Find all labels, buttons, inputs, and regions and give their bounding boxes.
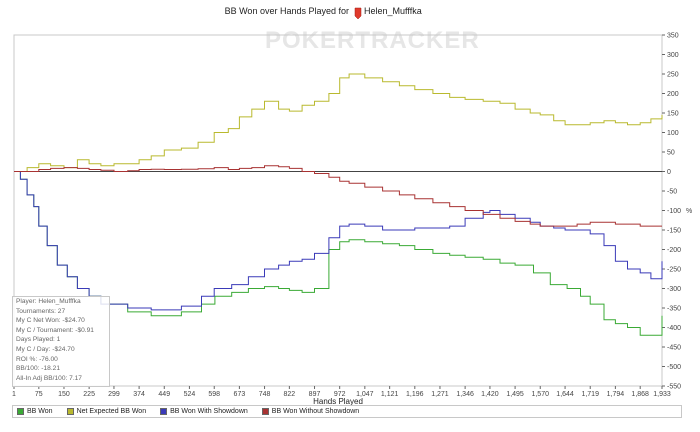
stats-line: Days Played: 1	[16, 336, 61, 344]
y-axis-ticks: 350 300 250 200 150 100 50 0 -50 -100 % -150 -200 -25…	[662, 33, 692, 391]
x-tick-label: 150	[58, 391, 70, 398]
legend-item[interactable]: BB Won With Showdown	[160, 408, 248, 415]
x-tick-label: 972	[334, 391, 346, 398]
x-tick-label: 1	[12, 391, 16, 398]
legend-label: BB Won	[27, 408, 53, 415]
series-lines	[14, 73, 663, 336]
y-tick-label: 200	[667, 91, 679, 98]
x-tick-label: 897	[309, 391, 321, 398]
y-tick-label: -550	[667, 384, 681, 391]
y-axis-unit: %	[686, 208, 692, 215]
chart-title: BB Won over Hands Played for Helen_Mufff…	[225, 6, 422, 20]
x-tick-label: 598	[208, 391, 220, 398]
y-tick-label: -300	[667, 286, 681, 293]
y-tick-label: -200	[667, 247, 681, 254]
y-tick-label: 300	[667, 52, 679, 59]
x-tick-label: 1,271	[431, 391, 449, 398]
y-tick-label: -350	[667, 306, 681, 313]
stats-line: My C Net Won: -$24.70	[16, 317, 85, 325]
legend-label: Net Expected BB Won	[76, 408, 147, 415]
x-tick-label: 1,420	[481, 391, 499, 398]
x-tick-label: 748	[259, 391, 271, 398]
x-tick-label: 1,346	[456, 391, 474, 398]
series-line-bb-won-with-showdown	[14, 171, 663, 311]
y-tick-label: -50	[667, 189, 677, 196]
x-tick-label: 449	[158, 391, 170, 398]
y-tick-label: 50	[667, 150, 675, 157]
y-tick-label: -500	[667, 364, 681, 371]
x-tick-label: 374	[133, 391, 145, 398]
stats-line: Player: Helen_Mufffka	[16, 298, 81, 305]
stats-line: My C / Tournament: -$0.91	[16, 326, 94, 334]
x-tick-label: 1,719	[581, 391, 599, 398]
x-tick-label: 822	[284, 391, 296, 398]
player-name: Helen_Mufffka	[364, 6, 422, 16]
y-tick-label: -100	[667, 208, 681, 215]
legend: BB Won Net Expected BB Won BB Won With Sho…	[12, 405, 682, 418]
legend-swatch	[17, 408, 24, 415]
legend-swatch	[261, 408, 269, 415]
legend-swatch	[160, 408, 168, 415]
y-tick-label: -400	[667, 325, 681, 332]
y-tick-label: -150	[667, 228, 681, 235]
x-tick-label: 1,644	[556, 391, 574, 398]
legend-item[interactable]: Net Expected BB Won	[66, 408, 147, 415]
player-stats-box: Player: Helen_Mufffka Tournaments: 27 My C…	[12, 296, 110, 387]
x-tick-label: 1,495	[506, 391, 524, 398]
legend-item[interactable]: BB Won	[17, 408, 53, 415]
chart-title-text: BB Won over Hands Played for	[225, 6, 349, 16]
x-tick-label: 1,933	[653, 391, 671, 398]
poker-chip-icon	[354, 7, 362, 20]
x-tick-label: 1,196	[406, 391, 424, 398]
x-tick-label: 299	[108, 391, 120, 398]
x-tick-label: 1,868	[631, 391, 649, 398]
series-line-bb-won	[14, 171, 663, 336]
x-tick-label: 225	[83, 391, 95, 398]
y-tick-label: -450	[667, 345, 681, 352]
stats-line: BB/100: -18.21	[16, 365, 60, 373]
series-line-bb-won-without-showdown	[14, 165, 662, 227]
x-tick-label: 524	[184, 391, 196, 398]
series-line-net-expected-bb-won	[14, 73, 663, 172]
x-axis-ticks: 1 75 150 225 299 374 449 524 598 673 748 822 897 972 1…	[12, 386, 671, 398]
stats-line: Tournaments: 27	[16, 307, 66, 315]
x-tick-label: 1,121	[381, 391, 399, 398]
x-tick-label: 1,570	[531, 391, 549, 398]
legend-swatch	[66, 408, 74, 415]
watermark: POKERTRACKER	[265, 27, 480, 54]
legend-label: BB Won Without Showdown	[271, 408, 360, 415]
x-tick-label: 1,047	[356, 391, 374, 398]
y-tick-label: 0	[667, 169, 671, 176]
y-tick-label: 100	[667, 130, 679, 137]
x-axis-label: Hands Played	[313, 397, 363, 406]
legend-item[interactable]: BB Won Without Showdown	[261, 408, 360, 415]
plot-area	[13, 34, 663, 387]
y-tick-label: 150	[667, 111, 679, 118]
x-tick-label: 673	[234, 391, 246, 398]
stats-line: All-In Adj BB/100: 7.17	[16, 374, 82, 382]
x-tick-label: 75	[35, 391, 43, 398]
stats-line: ROI %: -76.00	[16, 355, 58, 363]
y-tick-label: -250	[667, 267, 681, 274]
legend-label: BB Won With Showdown	[170, 408, 248, 415]
y-tick-label: 350	[667, 33, 679, 40]
y-tick-label: 250	[667, 72, 679, 79]
x-tick-label: 1,794	[607, 391, 625, 398]
stats-line: My C / Day: -$24.70	[16, 345, 75, 353]
